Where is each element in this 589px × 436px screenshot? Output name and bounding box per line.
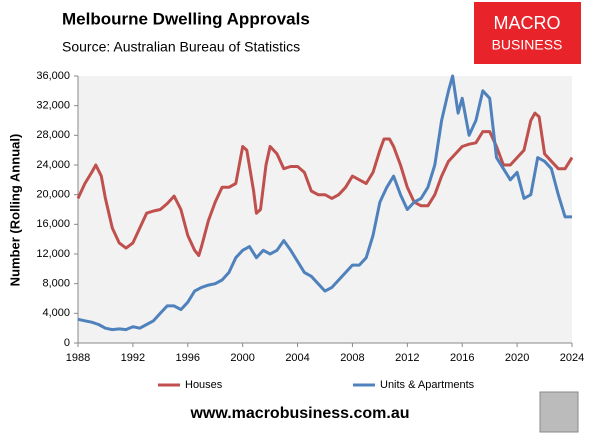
x-tick-label: 2016 xyxy=(450,352,474,364)
logo-box xyxy=(474,2,581,64)
y-tick-label: 0 xyxy=(64,337,70,349)
x-tick-label: 2000 xyxy=(230,352,254,364)
wolf-icon xyxy=(539,391,579,433)
logo-text: MACRO xyxy=(494,13,561,33)
legend-label: Houses xyxy=(185,379,223,391)
y-tick-label: 24,000 xyxy=(36,159,70,171)
y-tick-label: 12,000 xyxy=(36,248,70,260)
y-tick-label: 8,000 xyxy=(42,278,70,290)
x-tick-label: 2012 xyxy=(395,352,419,364)
x-tick-label: 1988 xyxy=(66,352,90,364)
chart-title: Melbourne Dwelling Approvals xyxy=(62,9,310,28)
y-tick-label: 36,000 xyxy=(36,70,70,82)
x-tick-label: 2004 xyxy=(285,352,309,364)
y-tick-label: 16,000 xyxy=(36,218,70,230)
y-tick-label: 28,000 xyxy=(36,129,70,141)
series-line xyxy=(76,111,574,257)
plot-area xyxy=(78,76,572,343)
y-tick-label: 32,000 xyxy=(36,100,70,112)
y-axis-label: Number (Rolling Annual) xyxy=(7,134,22,287)
legend-label: Units & Apartments xyxy=(380,379,475,391)
footer: www.macrobusiness.com.au xyxy=(189,405,409,422)
logo-text: BUSINESS xyxy=(492,37,563,53)
x-tick-label: 1996 xyxy=(176,352,200,364)
x-tick-label: 2024 xyxy=(560,352,584,364)
x-tick-label: 2020 xyxy=(505,352,529,364)
x-tick-label: 1992 xyxy=(121,352,145,364)
y-tick-label: 4,000 xyxy=(42,307,70,319)
x-tick-label: 2008 xyxy=(340,352,364,364)
y-tick-label: 20,000 xyxy=(36,189,70,201)
chart-subtitle: Source: Australian Bureau of Statistics xyxy=(62,39,300,55)
series-line xyxy=(77,74,572,332)
